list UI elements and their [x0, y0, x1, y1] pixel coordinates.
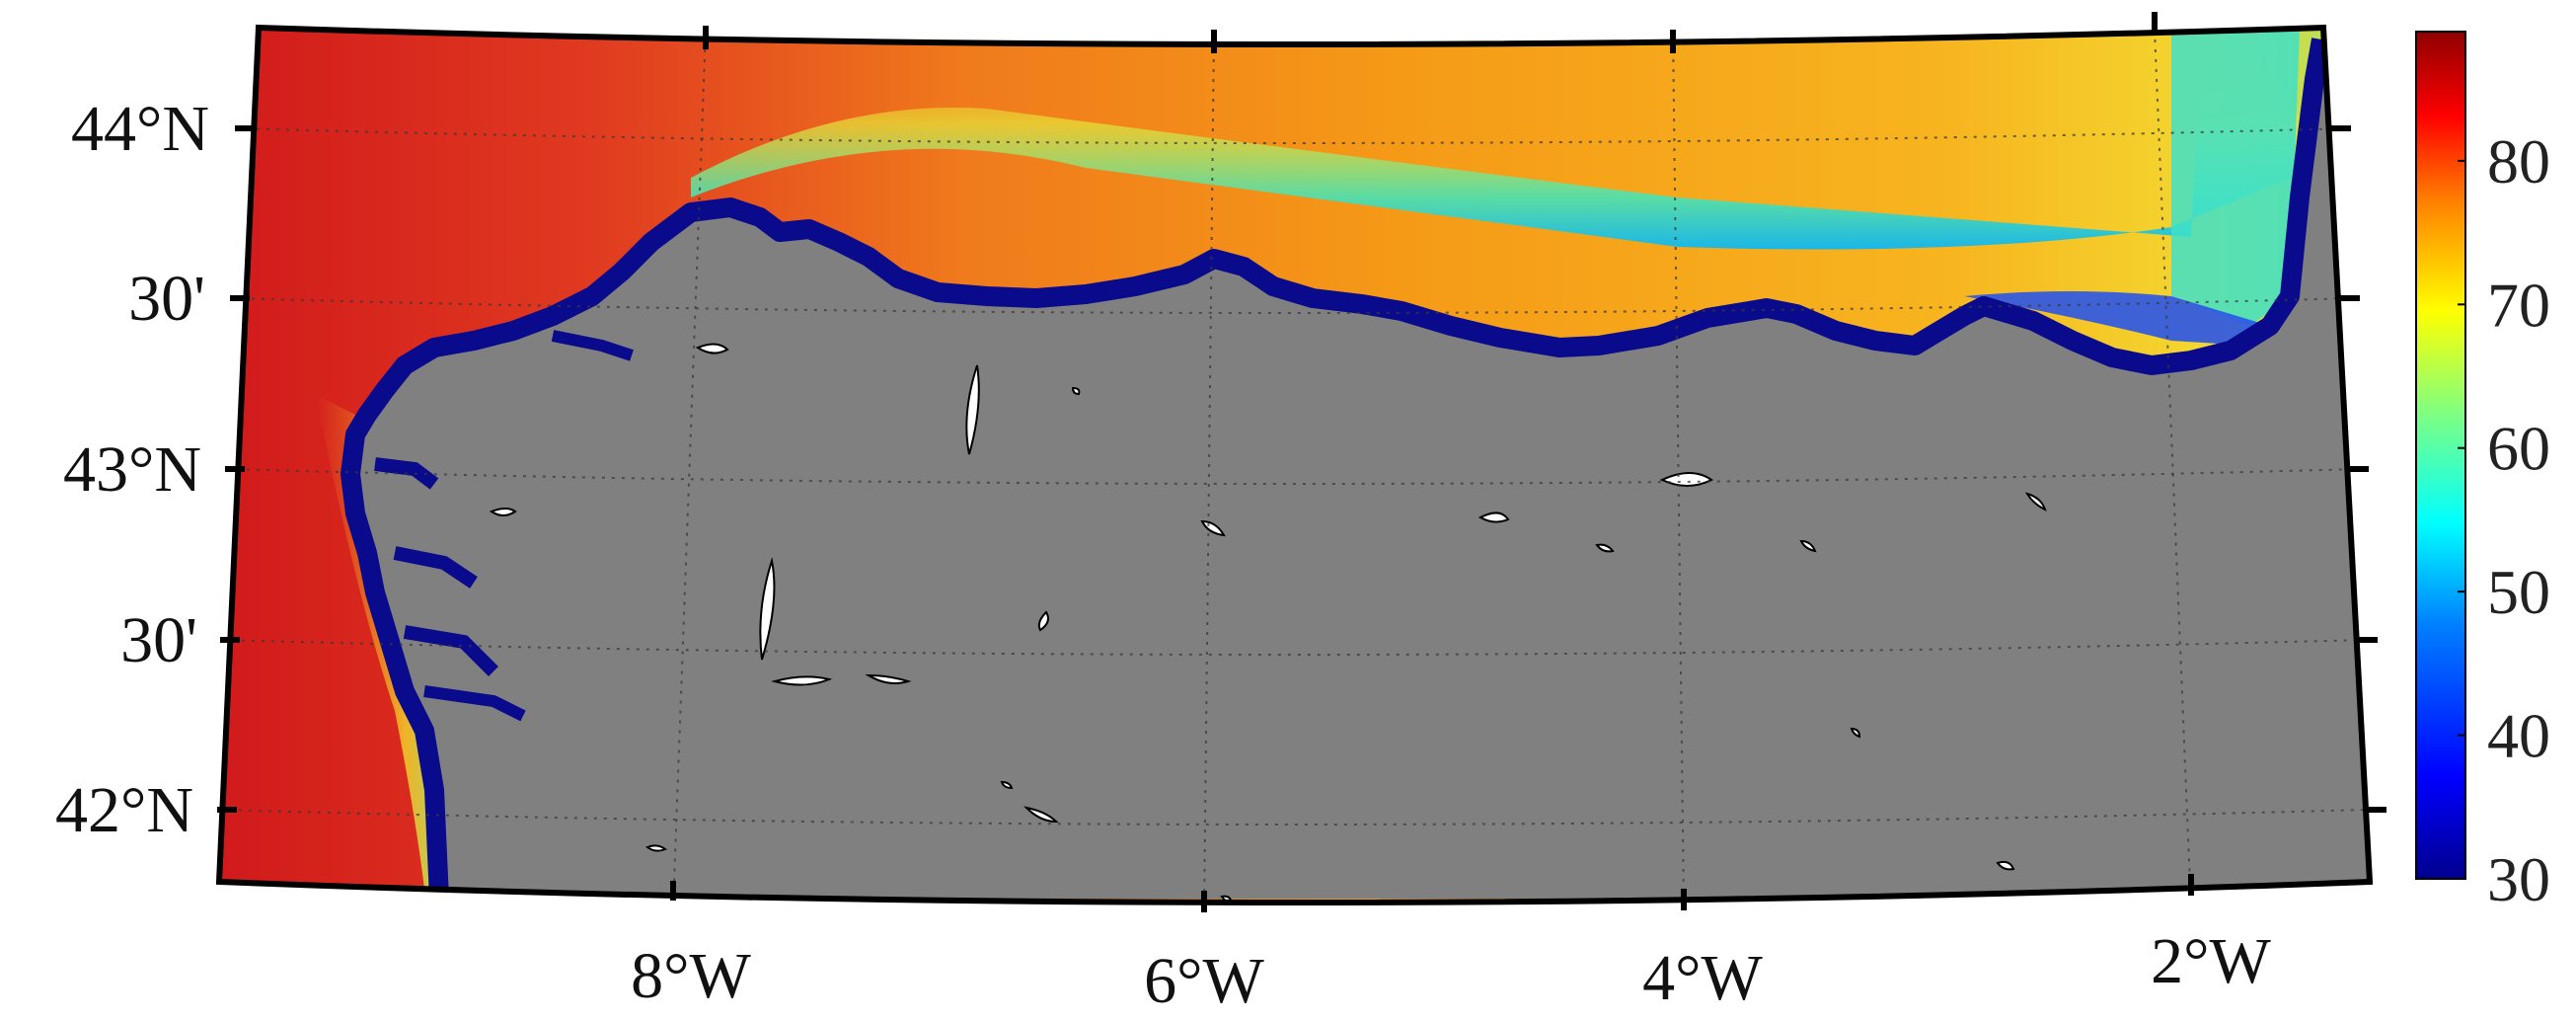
- colorbar-tick-label: 60: [2487, 414, 2550, 484]
- colorbar-tick-label: 50: [2487, 557, 2550, 627]
- lake-10: [1477, 511, 1510, 523]
- lat-label-44n: 44°N: [71, 93, 209, 165]
- ria-5: [551, 330, 634, 361]
- ria-1: [374, 457, 439, 490]
- lon-label-8w: 8°W: [631, 940, 751, 1012]
- colorbar-tick-label: 80: [2487, 126, 2550, 197]
- coastal-fringe: [341, 38, 2331, 900]
- lake-18: [644, 844, 668, 852]
- colorbar-tick-label: 30: [2487, 844, 2550, 914]
- lake-7: [865, 673, 912, 684]
- lat-label-43-30: 30': [128, 263, 205, 335]
- lat-ticks: [217, 125, 2387, 813]
- lake-15: [1850, 727, 1861, 739]
- lake-17: [1000, 780, 1014, 790]
- lake-2: [965, 364, 980, 455]
- map-frame: [215, 24, 2374, 905]
- lat-label-42-30: 30': [120, 604, 197, 676]
- lake-3: [1071, 386, 1081, 396]
- lon-label-4w: 4°W: [1642, 942, 1763, 1014]
- colorbar-ticks: 30 40 50 60 70 80: [2458, 126, 2550, 914]
- lon-label-2w: 2°W: [2151, 925, 2271, 997]
- map-area: [219, 28, 2370, 903]
- lake-14: [2024, 492, 2047, 511]
- ria-3: [403, 625, 498, 676]
- lake-4: [489, 508, 517, 516]
- colorbar: 30 40 50 60 70 80: [2415, 31, 2550, 914]
- graticule: [219, 29, 2368, 903]
- lon-ticks: [670, 12, 2194, 912]
- east-coast-cyan: [2171, 30, 2300, 326]
- colorbar-tick-label: 40: [2487, 701, 2550, 771]
- coastal-gradient-band: [691, 39, 2300, 250]
- colorbar-tick-label: 70: [2487, 270, 2550, 340]
- ria-4: [423, 685, 526, 722]
- lake-11: [1595, 543, 1615, 553]
- lake-8: [1037, 610, 1049, 632]
- lake-5: [759, 557, 776, 661]
- lon-label-6w: 6°W: [1144, 945, 1264, 1017]
- lake-16: [1023, 806, 1059, 824]
- lake-19: [1996, 860, 2015, 871]
- lat-label-42n: 42°N: [55, 774, 193, 846]
- lake-1: [695, 343, 729, 354]
- lake-6: [771, 675, 833, 686]
- colorbar-scale: [2415, 31, 2466, 880]
- ria-2: [393, 546, 478, 589]
- lat-label-43n: 43°N: [63, 433, 201, 506]
- lake-13: [1799, 539, 1817, 553]
